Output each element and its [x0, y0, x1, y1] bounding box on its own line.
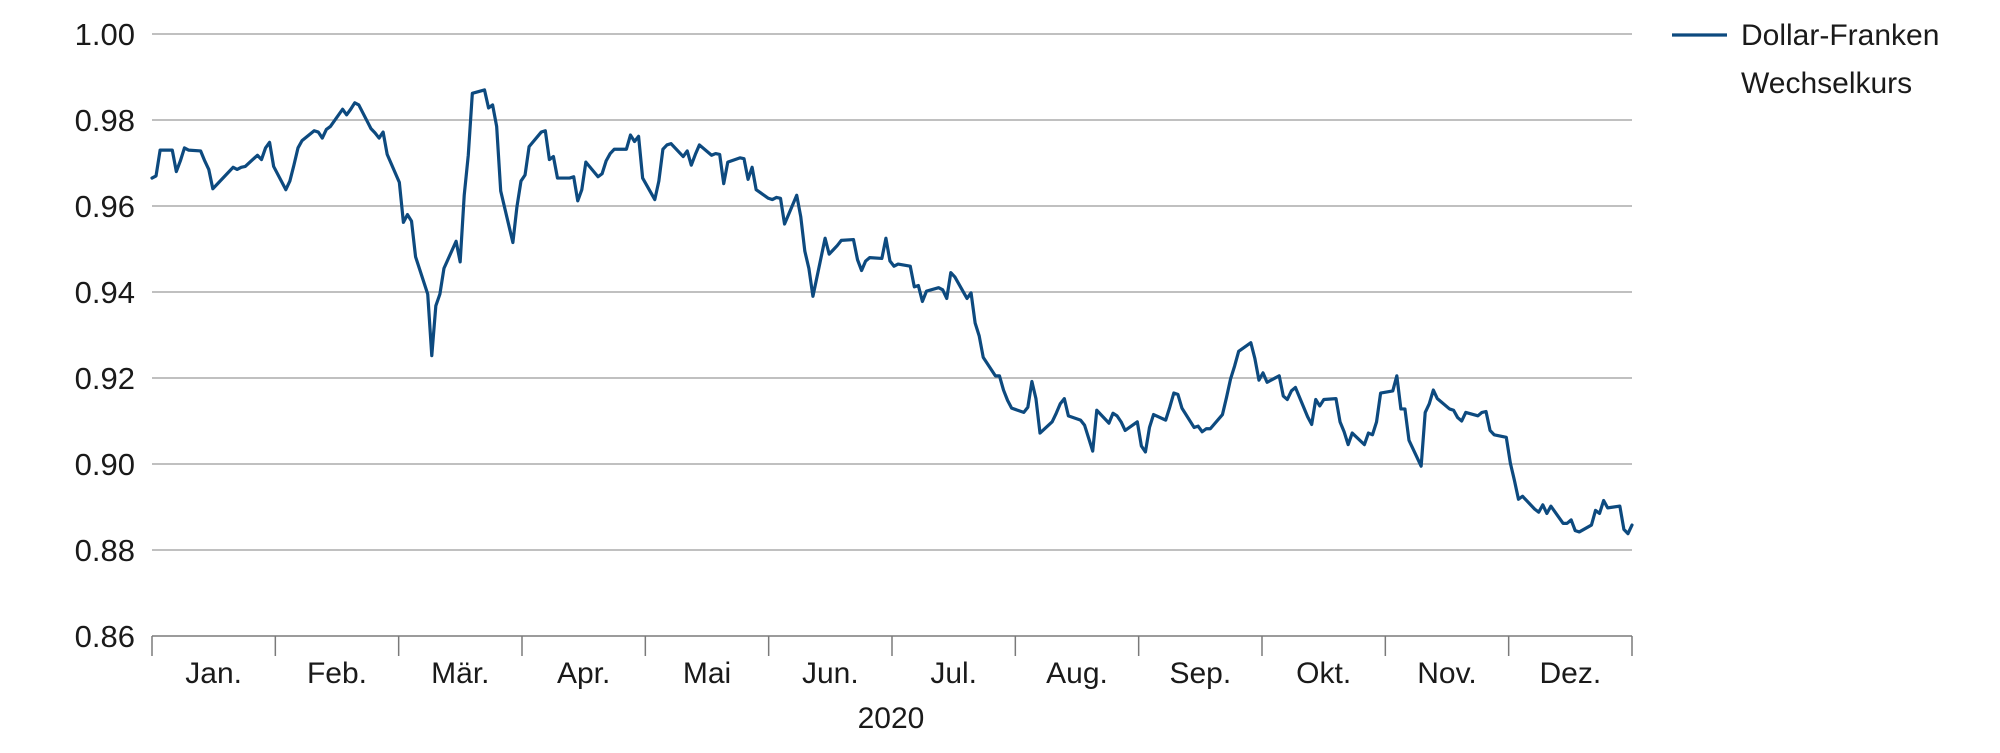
- x-tick-label: Mär.: [431, 657, 489, 690]
- x-tick-label: Mai: [683, 657, 731, 690]
- legend: Dollar-Franken Wechselkurs: [1672, 19, 1939, 100]
- series-line: [150, 88, 1634, 536]
- x-tick-label: Sep.: [1169, 657, 1231, 690]
- y-tick-label: 0.94: [75, 275, 135, 310]
- x-tick-label: Feb.: [307, 657, 367, 690]
- y-tick-label: 0.90: [75, 447, 135, 482]
- y-tick-label: 0.96: [75, 189, 135, 224]
- y-axis: 1.00 0.98 0.96 0.94 0.92 0.90 0.88 0.86: [75, 17, 135, 654]
- x-tick-label: Okt.: [1296, 657, 1351, 690]
- y-tick-label: 1.00: [75, 17, 135, 52]
- y-tick-label: 0.92: [75, 361, 135, 396]
- x-tick-label: Nov.: [1417, 657, 1476, 690]
- x-tick-label: Aug.: [1046, 657, 1108, 690]
- x-axis: Jan. Feb. Mär. Apr. Mai Jun. Jul. Aug. Sep. Okt. N…: [151, 635, 1633, 690]
- y-tick-label: 0.86: [75, 619, 135, 654]
- y-tick-label: 0.98: [75, 103, 135, 138]
- x-tick-label: Dez.: [1539, 657, 1601, 690]
- x-tick-label: Apr.: [557, 657, 610, 690]
- y-tick-label: 0.88: [75, 533, 135, 568]
- x-axis-title: 2020: [858, 702, 925, 735]
- legend-label: Dollar-Franken Wechselkurs: [1741, 19, 1939, 100]
- series-layer: [150, 88, 1634, 536]
- x-tick-label: Jul.: [930, 657, 977, 690]
- x-tick-label: Jan.: [185, 657, 242, 690]
- x-tick-label: Jun.: [802, 657, 859, 690]
- gridlines: [152, 33, 1632, 551]
